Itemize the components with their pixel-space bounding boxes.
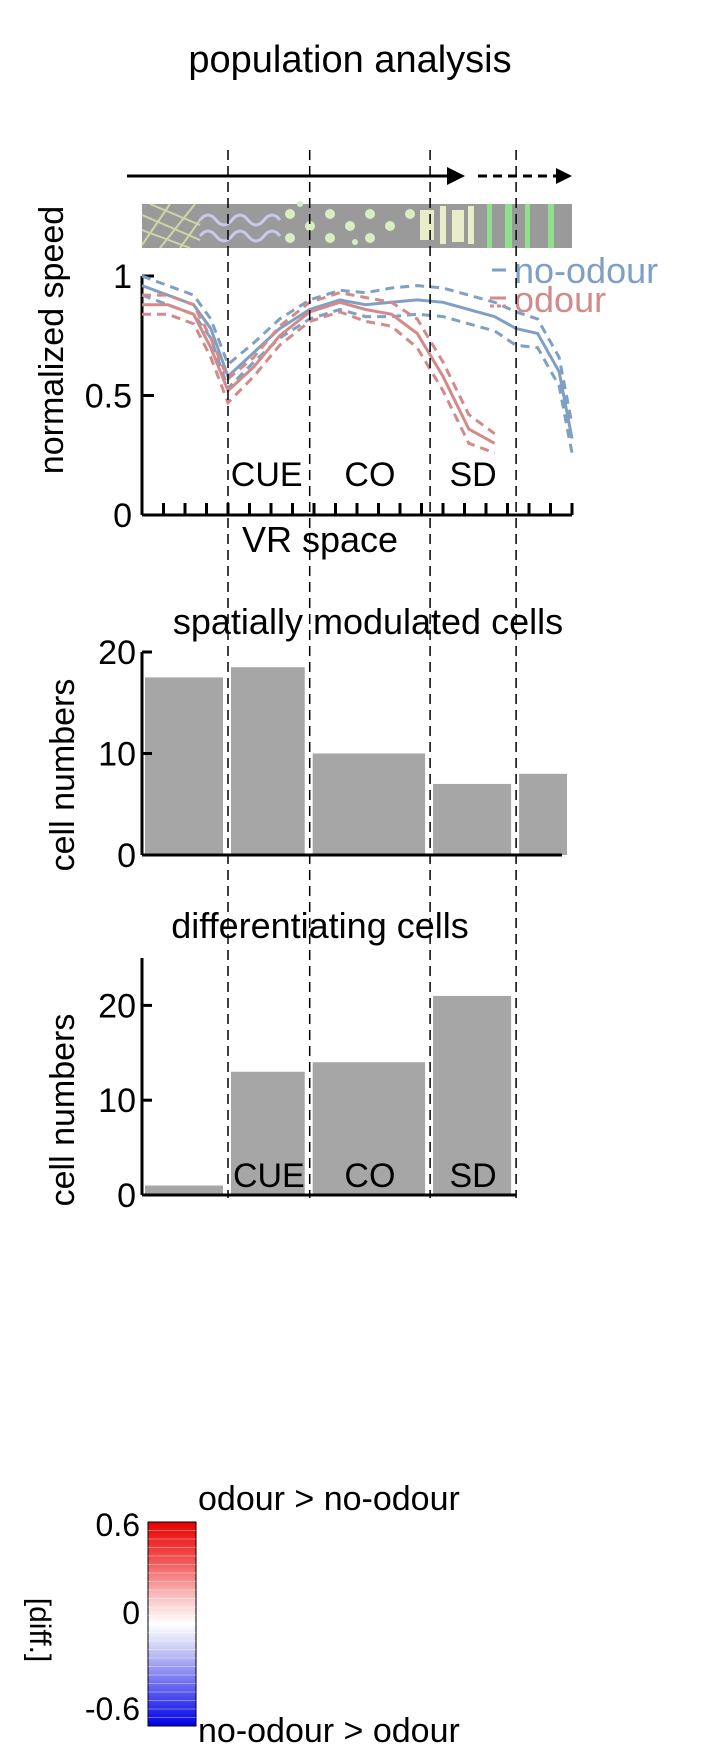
- diff-zone-label: CUE: [233, 1157, 305, 1195]
- speed-y-tick-label: 0.5: [85, 378, 132, 416]
- diff-bar: [231, 1071, 305, 1195]
- colorbar: 0.6 0 -0.6 [diff.] odour > no-odour no-o…: [23, 1480, 460, 1748]
- speed-chart-zone-labels: CUE CO SD: [231, 456, 497, 494]
- track-section-stripes: [487, 204, 554, 248]
- colorbar-axis-label: [diff.]: [23, 1598, 56, 1662]
- spatial-cells-chart: spatially modulated cells cell numbers 0…: [44, 601, 567, 875]
- colorbar-tick-zero: 0: [122, 1595, 140, 1631]
- differentiating-cells-bars: [145, 995, 512, 1195]
- colorbar-bands: [148, 1530, 196, 1718]
- colorbar-gradient: [147, 1521, 197, 1727]
- spatial-bar: [433, 783, 512, 855]
- speed-chart-series: [141, 274, 574, 455]
- spatial-y-tick-label: 20: [98, 634, 136, 672]
- speed-chart-x-axis: [140, 503, 574, 517]
- diff-bar: [312, 1062, 426, 1195]
- diff-y-tick-label: 0: [117, 1177, 136, 1215]
- spatial-cells-title: spatially modulated cells: [173, 601, 563, 642]
- spatial-cells-y-axis: 0 10 20: [98, 634, 562, 875]
- track-section-waves: [198, 213, 282, 243]
- differentiating-cells-y-label: cell numbers: [44, 1014, 82, 1207]
- spatial-cells-bars: [145, 667, 567, 855]
- differentiating-cells-title: differentiating cells: [171, 905, 469, 946]
- diff-zone-label: CO: [344, 1157, 395, 1195]
- spatial-bar: [145, 677, 223, 855]
- zone-dividers: [227, 150, 517, 1198]
- diff-zone-label: SD: [449, 1157, 496, 1195]
- colorbar-tick-min: -0.6: [85, 1691, 140, 1727]
- speed-zone-label: SD: [449, 456, 496, 494]
- vr-track-strip: [141, 201, 572, 249]
- track-section-crosshatch: [141, 203, 201, 249]
- page-title: population analysis: [188, 39, 511, 81]
- diff-y-tick-label: 20: [98, 987, 136, 1025]
- series-no-odour-lower: [141, 293, 574, 454]
- spatial-y-tick-label: 0: [117, 837, 136, 875]
- speed-zone-label: CO: [344, 456, 395, 494]
- spatial-bar: [231, 667, 305, 855]
- spatial-bar: [312, 753, 426, 855]
- legend-label-odour: odour: [514, 279, 606, 320]
- speed-y-tick-label: 0: [113, 497, 132, 535]
- speed-chart-y-axis: 00.51: [85, 258, 154, 535]
- colorbar-tick-max: 0.6: [96, 1507, 140, 1543]
- legend-label-no-odour: no-odour: [514, 250, 658, 291]
- speed-zone-label: CUE: [231, 456, 303, 494]
- differentiating-cells-y-axis: 0 10 20: [98, 958, 517, 1215]
- diff-bar: [145, 1185, 223, 1195]
- differentiating-cells-chart: differentiating cells cell numbers 0 10 20…: [44, 905, 517, 1215]
- speed-chart: 00.51 normalized speed VR space no-odour…: [33, 206, 658, 560]
- speed-chart-y-label: normalized speed: [33, 206, 71, 474]
- spatial-cells-y-label: cell numbers: [44, 679, 82, 872]
- colorbar-label-top: odour > no-odour: [198, 1480, 460, 1518]
- speed-chart-legend: no-odour odour: [490, 250, 658, 320]
- track-section-dots: [285, 201, 415, 245]
- speed-y-tick-label: 1: [113, 258, 132, 296]
- differentiating-cells-zone-labels: CUE CO SD: [233, 1157, 497, 1195]
- colorbar-label-bottom: no-odour > odour: [198, 1712, 460, 1748]
- spatial-bar: [519, 773, 567, 855]
- speed-chart-x-label: VR space: [242, 519, 398, 560]
- track-direction-arrows: [127, 167, 572, 185]
- diff-y-tick-label: 10: [98, 1082, 136, 1120]
- series-odour-lower: [142, 310, 496, 455]
- spatial-y-tick-label: 10: [98, 736, 136, 774]
- diff-bar: [433, 995, 512, 1195]
